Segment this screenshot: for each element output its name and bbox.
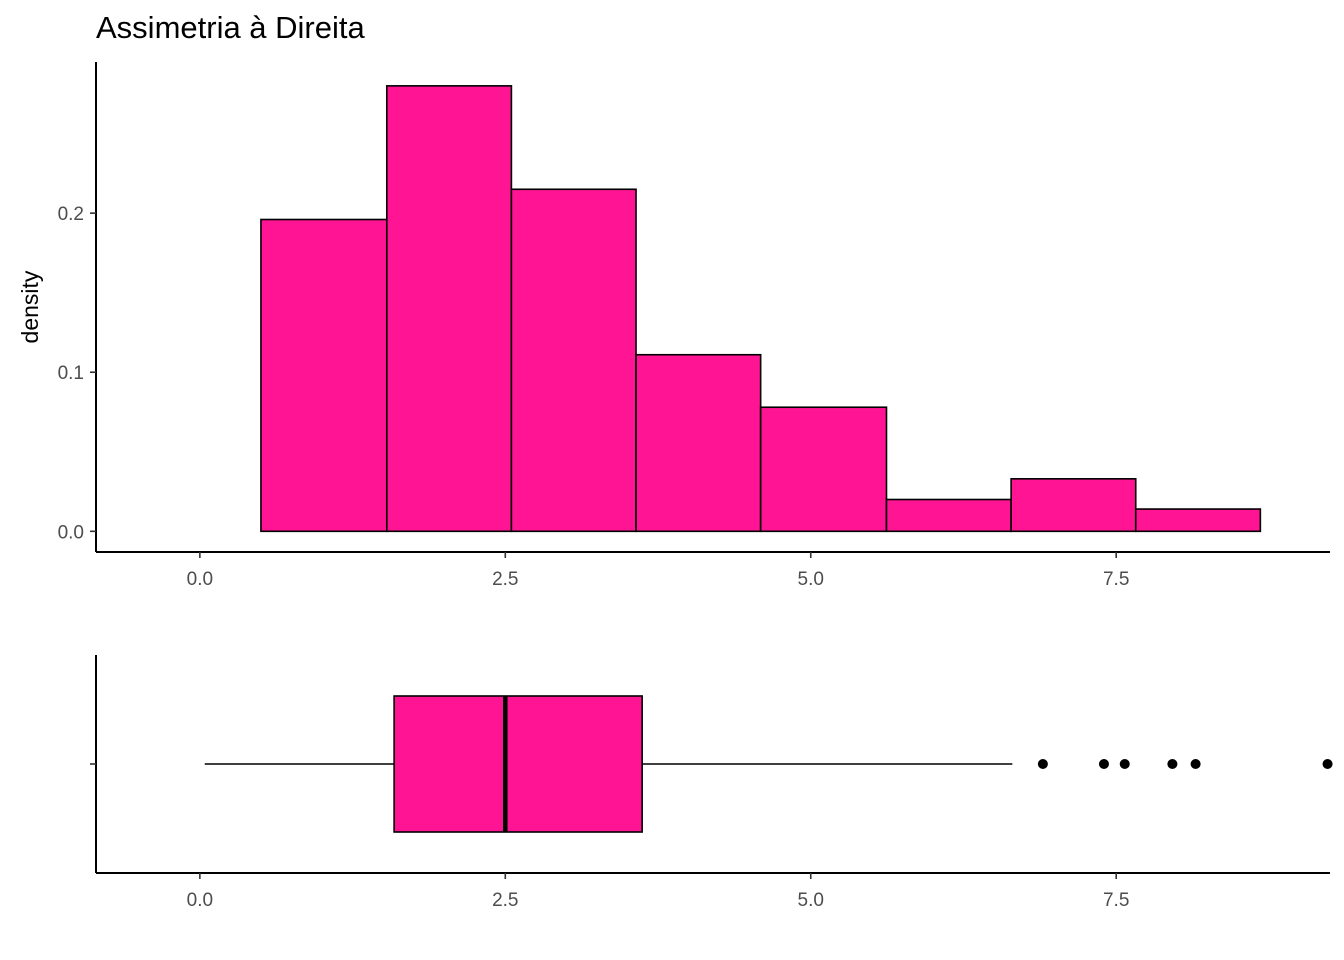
- histogram-x-tick-label: 5.0: [798, 569, 824, 590]
- boxplot-outlier-point: [1098, 759, 1109, 769]
- histogram-bar-5: [759, 406, 888, 533]
- boxplot-outlier-point: [1037, 759, 1048, 769]
- histogram-bar-3: [510, 188, 637, 533]
- chart-title: Assimetria à Direita: [96, 10, 365, 45]
- histogram-bar-7: [1010, 478, 1137, 533]
- boxplot-x-tick-label: 7.5: [1103, 890, 1129, 911]
- histogram-x-tick-label: 0.0: [187, 569, 213, 590]
- boxplot-x-tick-label: 2.5: [492, 890, 518, 911]
- boxplot-x-tick-label: 5.0: [798, 890, 824, 911]
- boxplot-x-tick-label: 0.0: [187, 890, 213, 911]
- histogram-bar-2: [385, 85, 513, 533]
- histogram-bar-4: [635, 353, 762, 533]
- boxplot-panel: 0.0 2.5 5.0 7.5: [90, 655, 1333, 911]
- histogram-panel: 0.0 0.1 0.2 0.0 2.5 5.0 7.5 density: [17, 62, 1330, 590]
- histogram-x-tick-label: 7.5: [1103, 569, 1129, 590]
- boxplot-outlier-point: [1190, 759, 1201, 769]
- boxplot-box: [393, 695, 643, 833]
- boxplot-outlier-point: [1119, 759, 1130, 769]
- histogram-y-tick-label: 0.1: [58, 363, 84, 384]
- histogram-x-tick-label: 2.5: [492, 569, 518, 590]
- histogram-bar-1: [260, 218, 388, 533]
- histogram-y-tick-label: 0.2: [58, 204, 84, 225]
- histogram-y-axis-title: density: [17, 270, 43, 343]
- histogram-y-tick-label: 0.0: [58, 522, 84, 543]
- histogram-bar-8: [1134, 508, 1262, 533]
- histogram-bar-6: [885, 498, 1012, 533]
- boxplot-outlier-point: [1167, 759, 1178, 769]
- boxplot-outlier-point: [1322, 759, 1333, 769]
